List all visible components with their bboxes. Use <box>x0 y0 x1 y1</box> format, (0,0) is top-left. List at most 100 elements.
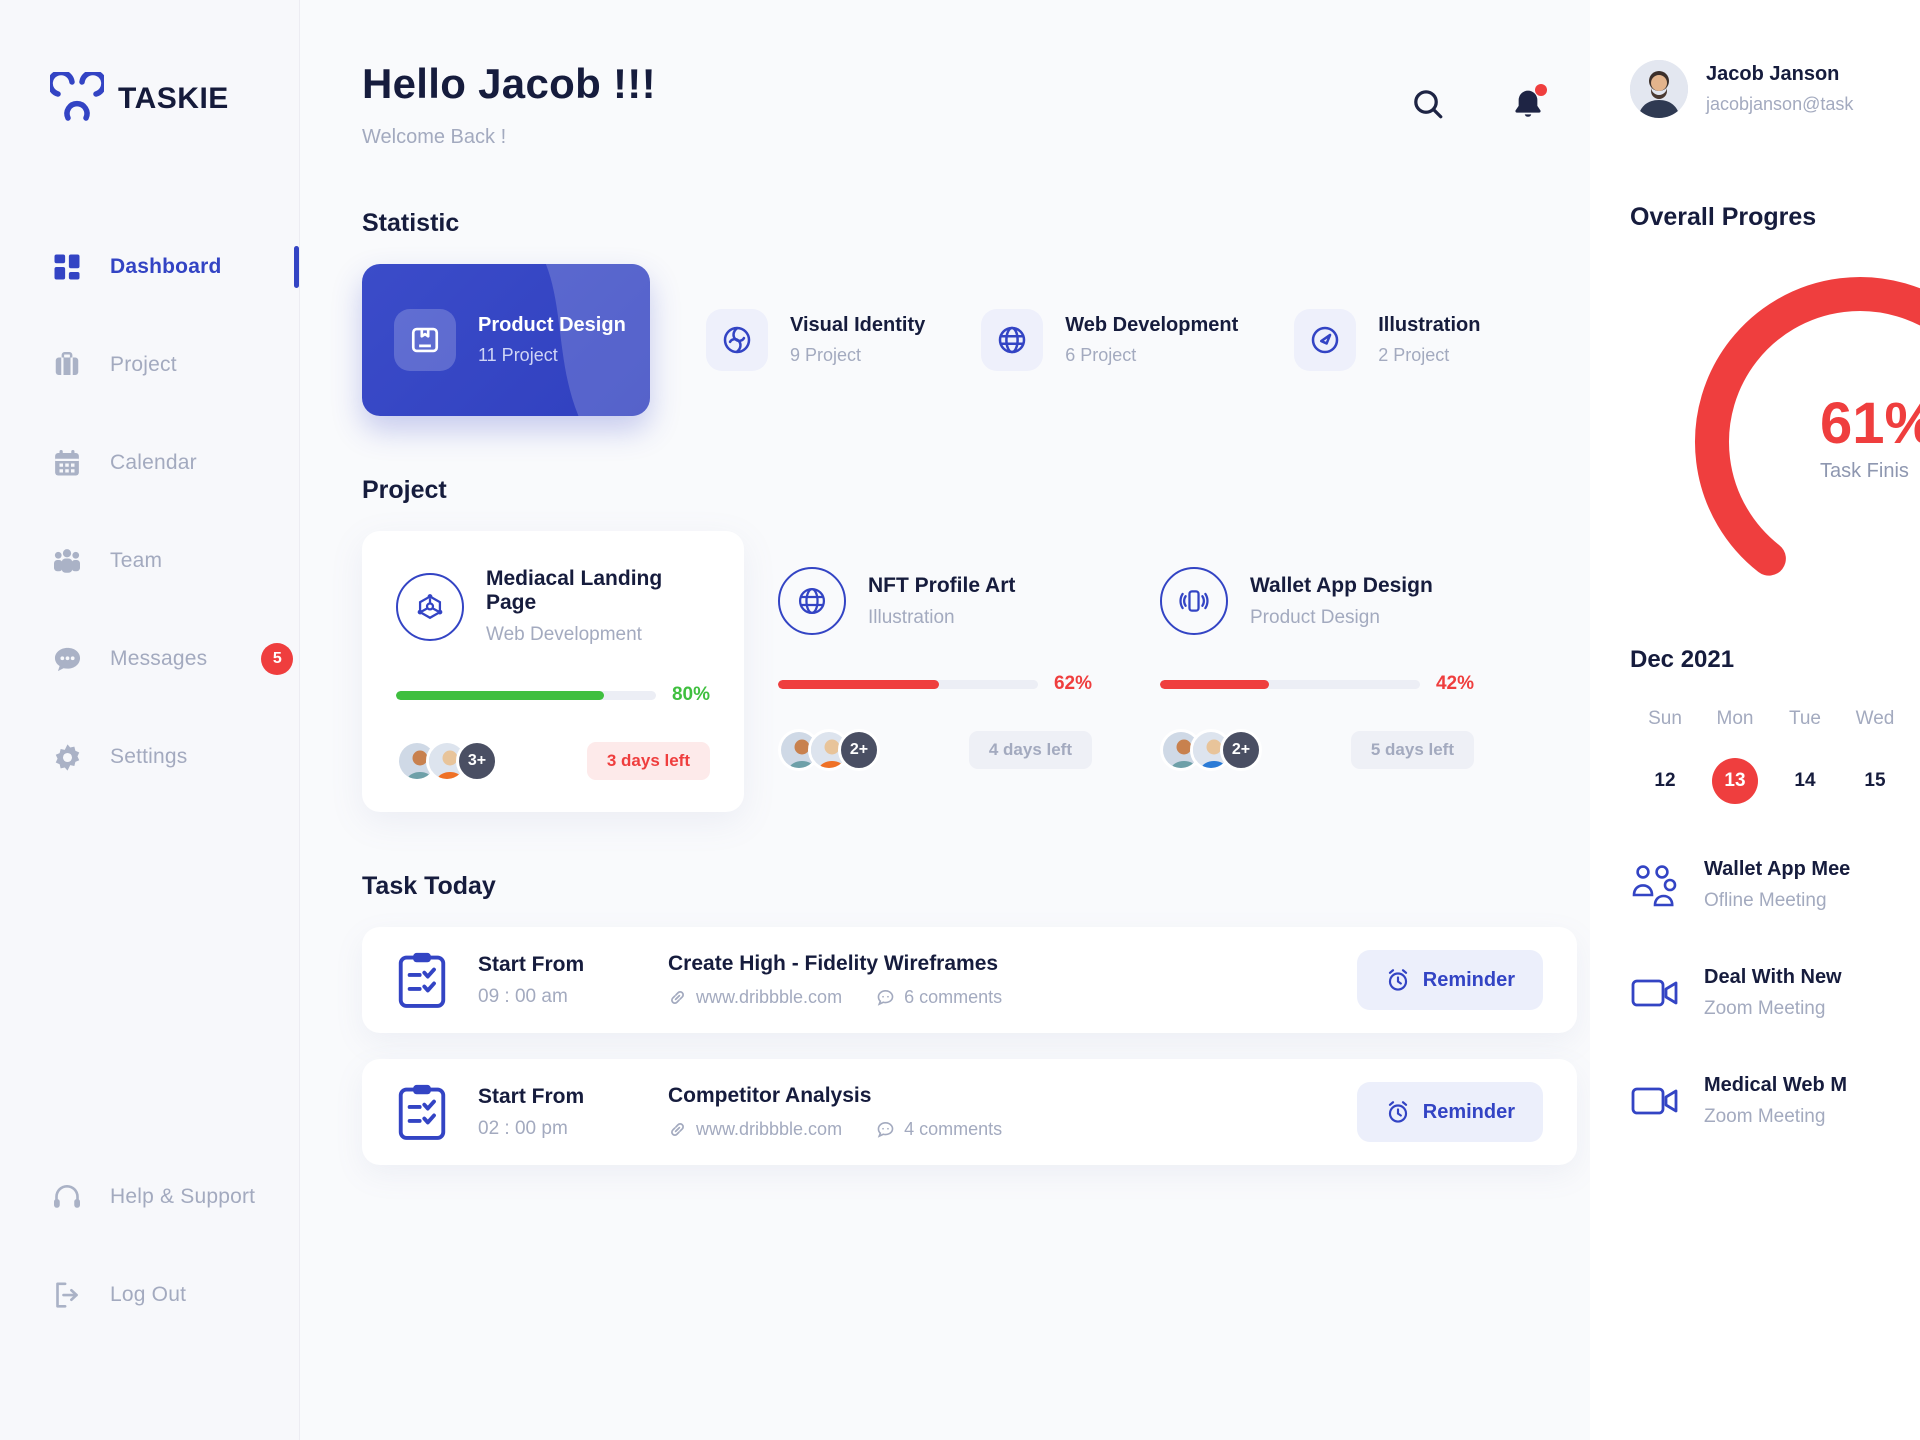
task-link[interactable]: www.dribbble.com <box>668 1119 842 1140</box>
progress-fill <box>396 690 604 700</box>
event-item[interactable]: Deal With New Zoom Meeting <box>1630 966 1920 1020</box>
project-card[interactable]: Mediacal Landing Page Web Development 80… <box>362 531 744 812</box>
comment-icon <box>877 1122 894 1138</box>
sidebar-item-label: Settings <box>110 745 188 768</box>
sidebar-item-label: Calendar <box>110 451 197 474</box>
compass-pen-icon <box>1294 309 1357 371</box>
stat-item-illustration[interactable]: Illustration 2 Project <box>1238 309 1480 371</box>
task-start-label: Start From <box>478 952 585 976</box>
brand-logo[interactable]: TASKIE <box>0 0 299 126</box>
due-badge: 5 days left <box>1350 731 1474 769</box>
globe-icon <box>981 309 1044 371</box>
project-meta-row: 3+ 3 days left <box>396 740 710 782</box>
stat-count: 11 Project <box>478 345 558 365</box>
calendar-day-selected[interactable]: 13 <box>1712 758 1758 804</box>
calendar-column[interactable]: Tue 14 <box>1770 708 1840 804</box>
stat-item-text: Illustration 2 Project <box>1378 314 1480 366</box>
greeting-block: Hello Jacob !!! Welcome Back ! <box>362 60 656 149</box>
progress-fill <box>1160 679 1270 689</box>
user-profile[interactable]: Jacob Janson jacobjanson@task <box>1630 60 1920 118</box>
sidebar-item-messages[interactable]: Messages 5 <box>0 610 299 708</box>
task-comments[interactable]: 4 comments <box>876 1119 1002 1140</box>
user-name: Jacob Janson <box>1706 63 1840 85</box>
sidebar-item-project[interactable]: Project <box>0 316 299 414</box>
calendar-day[interactable]: 14 <box>1794 770 1816 791</box>
project-header: Wallet App Design Product Design <box>1160 567 1474 635</box>
stat-name: Illustration <box>1378 314 1481 336</box>
event-text: Wallet App Mee Ofline Meeting <box>1704 858 1850 912</box>
due-badge: 4 days left <box>968 731 1092 769</box>
stat-item-text: Web Development 6 Project <box>1065 314 1238 366</box>
stat-item-web-development[interactable]: Web Development 6 Project <box>925 309 1238 371</box>
calendar-column[interactable]: Wed 15 <box>1840 708 1910 804</box>
avatar <box>1630 60 1688 118</box>
main-content: Hello Jacob !!! Welcome Back ! <box>300 0 1590 1440</box>
event-type: Zoom Meeting <box>1704 998 1826 1019</box>
member-avatars[interactable]: 3+ <box>396 740 498 782</box>
globe-icon <box>778 567 846 635</box>
headset-icon <box>50 1180 84 1214</box>
sidebar-item-help-support[interactable]: Help & Support <box>0 1148 299 1246</box>
member-avatars[interactable]: 2+ <box>778 729 880 771</box>
sidebar-item-calendar[interactable]: Calendar <box>0 414 299 512</box>
grid-icon <box>50 250 84 284</box>
link-icon <box>671 991 684 1004</box>
stat-count: 9 Project <box>790 345 862 365</box>
calendar-day[interactable]: 15 <box>1864 770 1886 791</box>
calendar-column[interactable]: Mon 13 <box>1700 708 1770 804</box>
sidebar-item-label: Messages <box>110 647 208 670</box>
clipboard-check-icon <box>396 951 448 1009</box>
project-card[interactable]: Wallet App Design Product Design 42% 2+ <box>1126 531 1508 812</box>
calendar-day[interactable]: 12 <box>1654 770 1676 791</box>
sidebar-item-team[interactable]: Team <box>0 512 299 610</box>
event-item[interactable]: Wallet App Mee Ofline Meeting <box>1630 858 1920 912</box>
project-category: Web Development <box>486 624 642 645</box>
search-icon[interactable] <box>1406 82 1450 126</box>
calendar-dow: Mon <box>1716 708 1754 729</box>
calendar-column[interactable]: Sun 12 <box>1630 708 1700 804</box>
alarm-clock-icon <box>1388 969 1407 991</box>
progress-label: 62% <box>1053 673 1092 694</box>
task-name: Create High - Fidelity Wireframes <box>668 952 999 975</box>
reminder-button[interactable]: Reminder <box>1356 1082 1543 1142</box>
project-meta-row: 2+ 4 days left <box>778 729 1092 771</box>
project-progress-row: 80% <box>396 684 710 706</box>
task-detail-block: Competitor Analysis www.dribbble.com <box>668 1084 1357 1140</box>
task-start-block: Start From 09 : 00 am <box>478 953 668 1008</box>
calendar-dow: Sun <box>1648 708 1682 729</box>
task-comments[interactable]: 6 comments <box>876 987 1002 1008</box>
task-comments-text: 6 comments <box>904 987 1003 1007</box>
project-title: Mediacal Landing Page <box>486 567 663 614</box>
reminder-button[interactable]: Reminder <box>1356 950 1543 1010</box>
alarm-clock-icon <box>1388 1101 1407 1123</box>
task-link[interactable]: www.dribbble.com <box>668 987 842 1008</box>
sidebar-item-logout[interactable]: Log Out <box>0 1246 299 1344</box>
sidebar-item-settings[interactable]: Settings <box>0 708 299 806</box>
calendar-icon <box>50 446 84 480</box>
gear-icon <box>50 740 84 774</box>
calendar-month: Dec 2021 <box>1630 646 1735 673</box>
event-item[interactable]: Medical Web M Zoom Meeting <box>1630 1074 1920 1128</box>
brand-name: TASKIE <box>118 82 229 115</box>
messages-badge: 5 <box>261 643 294 675</box>
task-row[interactable]: Start From 02 : 00 pm Competitor Analysi… <box>362 1059 1577 1165</box>
calendar-dow: Tue <box>1788 708 1822 729</box>
stat-card-product-design[interactable]: Product Design 11 Project <box>362 264 650 416</box>
people-icon <box>50 544 84 578</box>
stat-item-visual-identity[interactable]: Visual Identity 9 Project <box>650 309 925 371</box>
task-row[interactable]: Start From 09 : 00 am Create High - Fide… <box>362 927 1577 1033</box>
stat-name: Product Design <box>478 314 626 336</box>
sidebar-bottom-nav: Help & Support Log Out <box>0 1148 299 1440</box>
member-avatars[interactable]: 2+ <box>1160 729 1262 771</box>
sidebar-item-label: Project <box>110 353 177 376</box>
project-row: Mediacal Landing Page Web Development 80… <box>362 531 1590 812</box>
bell-icon[interactable] <box>1506 82 1550 126</box>
project-section-title: Project <box>362 476 447 504</box>
project-card[interactable]: NFT Profile Art Illustration 62% 2+ <box>744 531 1126 812</box>
page-title: Hello Jacob !!! <box>362 60 656 107</box>
sidebar-item-dashboard[interactable]: Dashboard <box>0 218 299 316</box>
task-start-label: Start From <box>478 1084 585 1108</box>
task-time: 02 : 00 pm <box>478 1117 568 1139</box>
stat-count: 6 Project <box>1065 345 1137 365</box>
video-camera-icon <box>1630 971 1682 1015</box>
